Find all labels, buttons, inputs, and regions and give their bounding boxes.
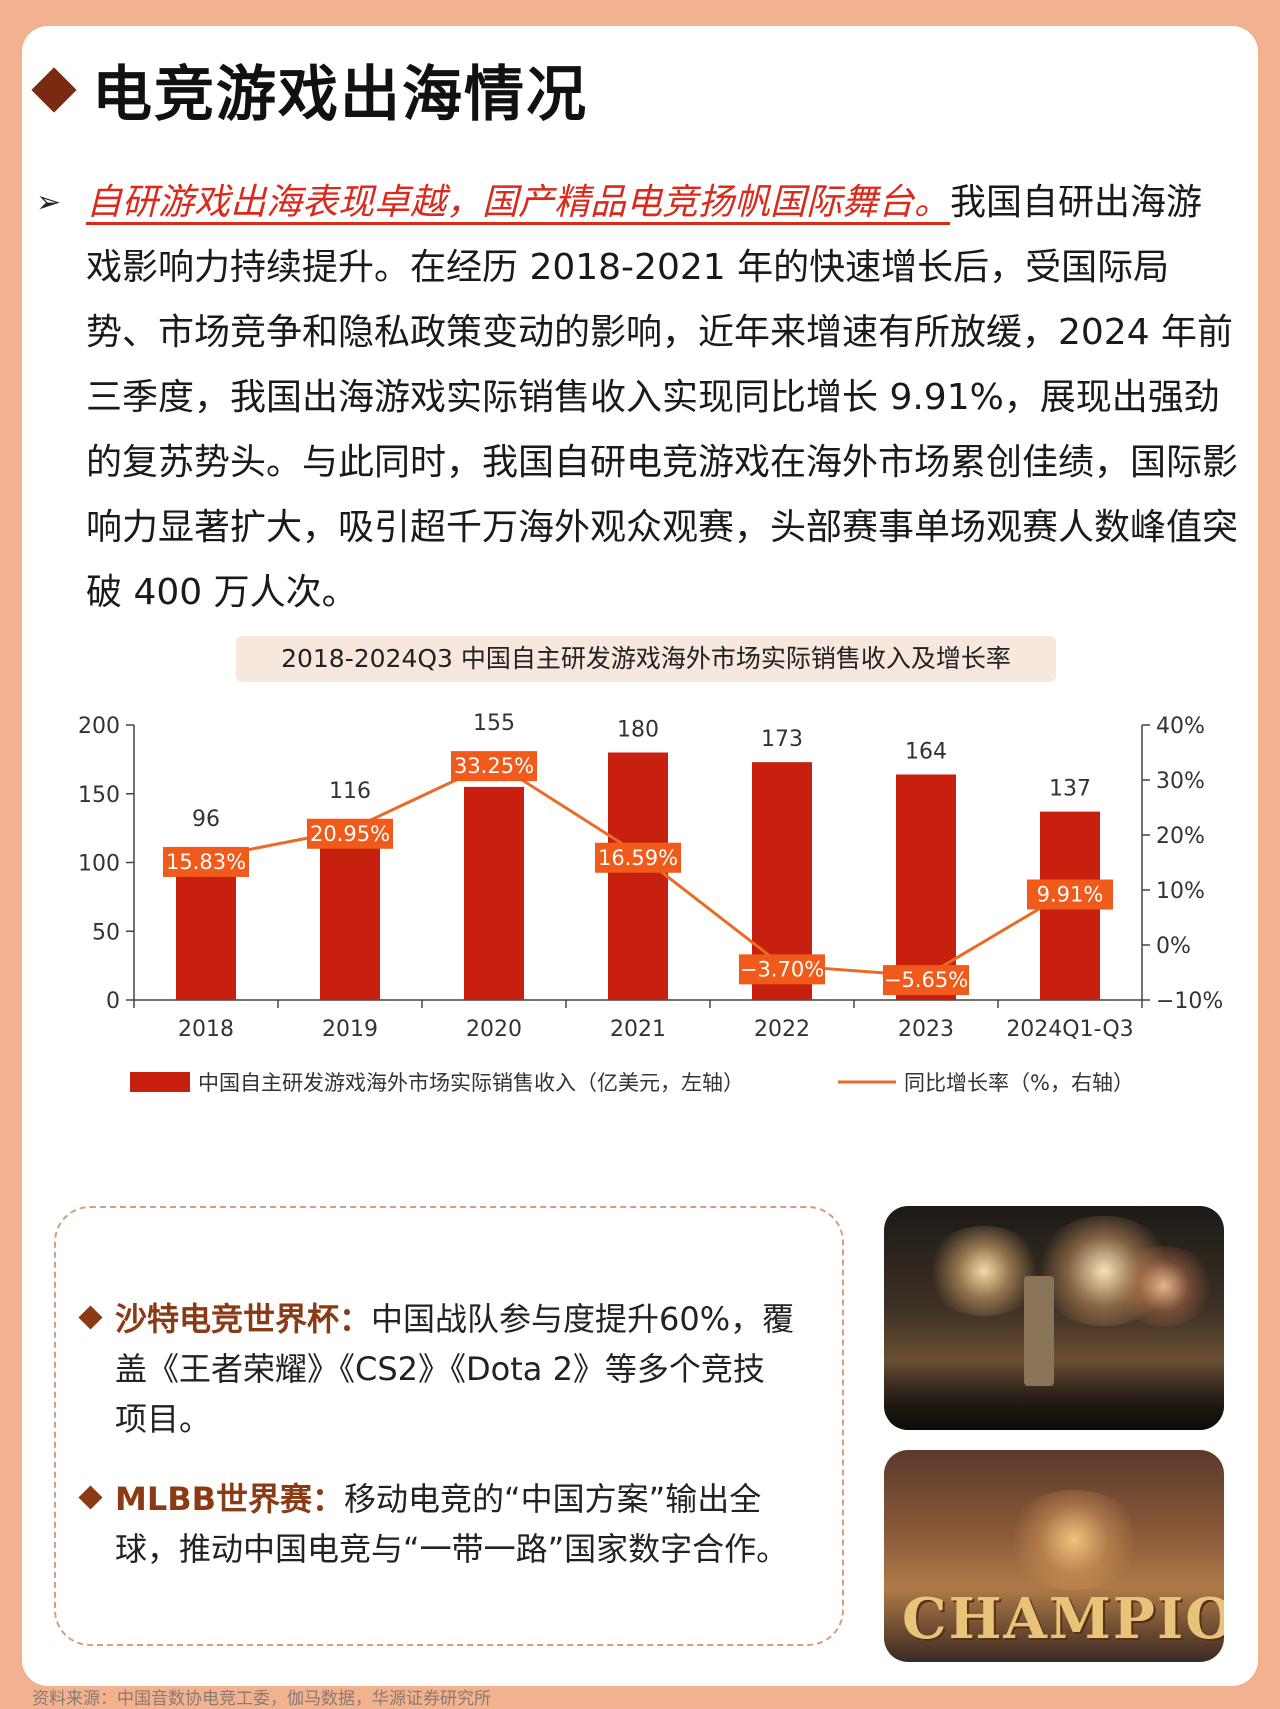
revenue-bar (176, 868, 236, 1000)
intro-paragraph: ➢ 自研游戏出海表现卓越，国产精品电竞扬帆国际舞台。我国自研出海游戏影响力持续提… (36, 170, 1239, 625)
x-tick-label: 2022 (754, 1017, 810, 1042)
highlights-box: 沙特电竞世界杯：中国战队参与度提升60%，覆 盖《王者荣耀》《CS2》《Dota… (54, 1206, 844, 1646)
highlight-text: 中国战队参与度提升60%，覆 (371, 1300, 795, 1338)
esports-fireworks-photo (884, 1206, 1224, 1430)
growth-label-box (595, 842, 681, 873)
source-note: 资料来源：中国音数协电竞工委，伽马数据，华源证券研究所 (32, 1689, 491, 1709)
highlight-text: 移动电竞的“中国方案”输出全 (344, 1480, 762, 1518)
bar-value-label: 137 (1049, 777, 1091, 802)
growth-label-box (1027, 879, 1113, 910)
right-tick-label: 20% (1156, 824, 1205, 849)
highlight-item-mlbb: MLBB世界赛：移动电竞的“中国方案”输出全 球，推动中国电竞与“一带一路”国家… (78, 1474, 822, 1574)
x-tick-label: 2019 (322, 1017, 378, 1042)
left-tick-label: 50 (92, 920, 120, 945)
legend-line-label: 同比增长率（%，右轴） (904, 1071, 1134, 1095)
intro-highlight: 自研游戏出海表现卓越，国产精品电竞扬帆国际舞台。 (86, 182, 951, 223)
right-tick-label: −10% (1156, 989, 1223, 1014)
revenue-growth-chart: 0 50 100 150 200 −10% 0% 10% 20% 30% 40% 2018 2019 20… (78, 711, 1223, 1095)
diamond-bullet-icon (78, 1485, 103, 1510)
bar-value-label: 173 (761, 727, 803, 752)
chart-title: 2018-2024Q3 中国自主研发游戏海外市场实际销售收入及增长率 (236, 636, 1056, 682)
x-tick-label: 2020 (466, 1017, 522, 1042)
growth-label-box (307, 818, 393, 849)
highlight-text: 盖《王者荣耀》《CS2》《Dota 2》等多个竞技 (115, 1350, 765, 1388)
highlight-item-saudi: 沙特电竞世界杯：中国战队参与度提升60%，覆 盖《王者荣耀》《CS2》《Dota… (78, 1294, 822, 1444)
bar-value-label: 155 (473, 711, 515, 736)
growth-rate-label: 33.25% (454, 754, 534, 778)
highlight-title: MLBB世界赛： (115, 1480, 345, 1518)
revenue-bar (320, 840, 380, 1000)
growth-label-box (451, 751, 537, 782)
growth-rate-label: −5.65% (884, 968, 968, 992)
intro-body: 我国自研出海游戏影响力持续提升。在经历 2018-2021 年的快速增长后，受国… (86, 182, 1239, 613)
bar-value-label: 180 (617, 718, 659, 743)
x-tick-label: 2023 (898, 1017, 954, 1042)
page-header: 电竞游戏出海情况 (30, 46, 588, 133)
legend-bar-swatch (130, 1072, 190, 1092)
champion-text: CHAMPION (902, 1586, 1224, 1652)
left-tick-label: 150 (78, 783, 120, 808)
arrow-bullet-icon: ➢ (36, 185, 62, 220)
right-tick-label: 10% (1156, 879, 1205, 904)
highlight-text: 球，推动中国电竞与“一带一路”国家数字合作。 (115, 1530, 789, 1568)
bar-value-label: 96 (192, 807, 220, 832)
growth-rate-label: 20.95% (310, 822, 390, 846)
left-tick-label: 200 (78, 714, 120, 739)
champion-celebration-photo: CHAMPION (884, 1450, 1224, 1662)
left-tick-label: 0 (106, 989, 120, 1014)
x-tick-label: 2018 (178, 1017, 234, 1042)
growth-rate-label: 15.83% (166, 850, 246, 874)
right-tick-label: 30% (1156, 769, 1205, 794)
x-tick-label: 2021 (610, 1017, 666, 1042)
highlight-text: 项目。 (115, 1400, 212, 1438)
right-tick-label: 40% (1156, 714, 1205, 739)
bar-value-label: 164 (905, 740, 947, 765)
page-title: 电竞游戏出海情况 (92, 60, 588, 130)
growth-rate-label: −3.70% (740, 957, 824, 981)
x-tick-label: 2024Q1-Q3 (1006, 1017, 1133, 1042)
left-tick-label: 100 (78, 852, 120, 877)
revenue-bar (608, 752, 668, 1000)
revenue-bar (896, 774, 956, 1000)
revenue-bar (464, 786, 524, 1000)
growth-rate-label: 9.91% (1037, 882, 1104, 906)
diamond-icon (31, 66, 77, 113)
growth-label-box (739, 954, 825, 985)
legend-bar-label: 中国自主研发游戏海外市场实际销售收入（亿美元，左轴） (198, 1071, 744, 1095)
growth-label-box (883, 965, 969, 996)
growth-rate-label: 16.59% (598, 846, 678, 870)
bar-value-label: 116 (329, 779, 371, 804)
diamond-bullet-icon (78, 1305, 103, 1330)
right-tick-label: 0% (1156, 934, 1191, 959)
highlight-title: 沙特电竞世界杯： (115, 1300, 372, 1338)
growth-label-box (163, 846, 249, 877)
